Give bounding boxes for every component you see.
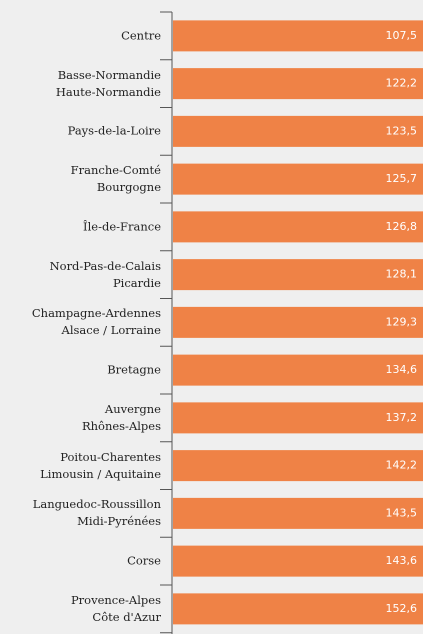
value-label: 152,6 — [386, 602, 418, 615]
value-label: 122,2 — [386, 77, 418, 90]
value-label: 134,6 — [386, 363, 418, 376]
value-label: 125,7 — [386, 172, 418, 185]
bar — [173, 450, 423, 482]
bar — [173, 20, 423, 52]
bar — [173, 306, 423, 338]
bar — [173, 402, 423, 434]
category-label: Pays-de-la-Loire — [67, 123, 161, 138]
category-label: Languedoc-Roussillon Midi-Pyrénées — [32, 497, 161, 529]
bar — [173, 259, 423, 291]
bar — [173, 593, 423, 625]
value-label: 129,3 — [386, 315, 418, 328]
bar — [173, 163, 423, 195]
category-label: Centre — [121, 28, 161, 43]
value-label: 126,8 — [386, 220, 418, 233]
bar — [173, 545, 423, 577]
category-label: Basse-Normandie Haute-Normandie — [55, 67, 161, 99]
category-label: Provence-Alpes Côte d'Azur — [70, 592, 161, 624]
category-label: Poitou-Charentes Limousin / Aquitaine — [40, 449, 161, 481]
bar — [173, 68, 423, 100]
bar — [173, 354, 423, 386]
bar — [173, 115, 423, 147]
value-label: 107,5 — [386, 29, 418, 42]
value-label: 143,5 — [386, 506, 418, 519]
value-label: 137,2 — [386, 411, 418, 424]
category-label: Bretagne — [107, 362, 161, 377]
category-label: Nord-Pas-de-Calais Picardie — [49, 258, 161, 290]
category-label: Auvergne Rhônes-Alpes — [81, 401, 161, 433]
value-label: 128,1 — [386, 268, 418, 281]
category-label: Franche-Comté Bourgogne — [70, 163, 161, 195]
value-label: 143,6 — [386, 554, 418, 567]
category-label: Corse — [127, 553, 161, 568]
category-label: Île-de-France — [83, 219, 161, 234]
value-label: 123,5 — [386, 124, 418, 137]
category-label: Champagne-Ardennes Alsace / Lorraine — [31, 306, 161, 338]
value-label: 142,2 — [386, 459, 418, 472]
bar — [173, 211, 423, 243]
bar — [173, 497, 423, 529]
